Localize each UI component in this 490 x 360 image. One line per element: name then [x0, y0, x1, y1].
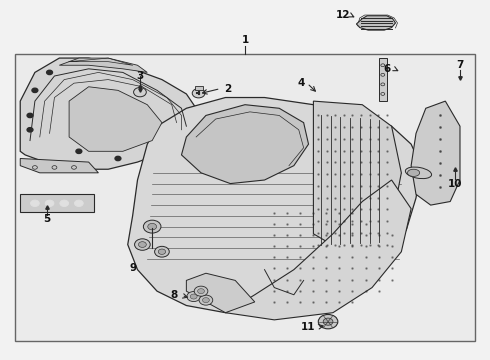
- Polygon shape: [181, 105, 309, 184]
- Polygon shape: [59, 58, 147, 72]
- Circle shape: [27, 113, 33, 118]
- Circle shape: [139, 242, 147, 247]
- Bar: [15, 54, 475, 341]
- Polygon shape: [314, 101, 401, 262]
- Bar: [195, 86, 203, 90]
- Circle shape: [60, 200, 69, 207]
- Circle shape: [199, 295, 213, 305]
- Circle shape: [192, 89, 205, 98]
- Polygon shape: [69, 87, 162, 151]
- Text: 12: 12: [336, 10, 350, 20]
- Text: 3: 3: [136, 71, 144, 81]
- Polygon shape: [379, 58, 387, 101]
- Circle shape: [135, 239, 150, 250]
- Polygon shape: [20, 158, 98, 173]
- Text: 5: 5: [44, 215, 51, 224]
- Polygon shape: [411, 101, 460, 205]
- Polygon shape: [20, 194, 94, 212]
- Text: 4: 4: [297, 78, 305, 88]
- Text: 7: 7: [456, 60, 464, 70]
- Circle shape: [30, 200, 39, 207]
- Text: 9: 9: [129, 263, 136, 273]
- Circle shape: [32, 88, 38, 93]
- Text: 6: 6: [383, 64, 391, 74]
- Circle shape: [115, 156, 121, 161]
- Circle shape: [148, 224, 157, 230]
- Circle shape: [134, 87, 147, 97]
- Circle shape: [45, 200, 54, 207]
- Circle shape: [27, 128, 33, 132]
- Circle shape: [47, 70, 52, 75]
- Circle shape: [158, 249, 166, 255]
- Circle shape: [74, 200, 83, 207]
- Circle shape: [323, 318, 333, 325]
- Polygon shape: [128, 98, 421, 313]
- Circle shape: [190, 294, 197, 299]
- Text: 11: 11: [301, 322, 316, 332]
- Text: 1: 1: [242, 35, 248, 45]
- Circle shape: [155, 246, 169, 257]
- Circle shape: [197, 289, 204, 294]
- Text: 2: 2: [224, 84, 231, 94]
- Circle shape: [187, 292, 200, 302]
- Ellipse shape: [408, 169, 419, 176]
- Text: 8: 8: [171, 291, 178, 301]
- Polygon shape: [20, 58, 196, 169]
- Circle shape: [76, 149, 82, 153]
- Ellipse shape: [405, 167, 432, 179]
- Polygon shape: [225, 180, 411, 320]
- Circle shape: [202, 298, 209, 303]
- Circle shape: [194, 286, 208, 296]
- Text: 10: 10: [448, 179, 463, 189]
- Circle shape: [144, 220, 161, 233]
- Polygon shape: [356, 16, 395, 30]
- Polygon shape: [186, 273, 255, 313]
- Circle shape: [318, 315, 338, 329]
